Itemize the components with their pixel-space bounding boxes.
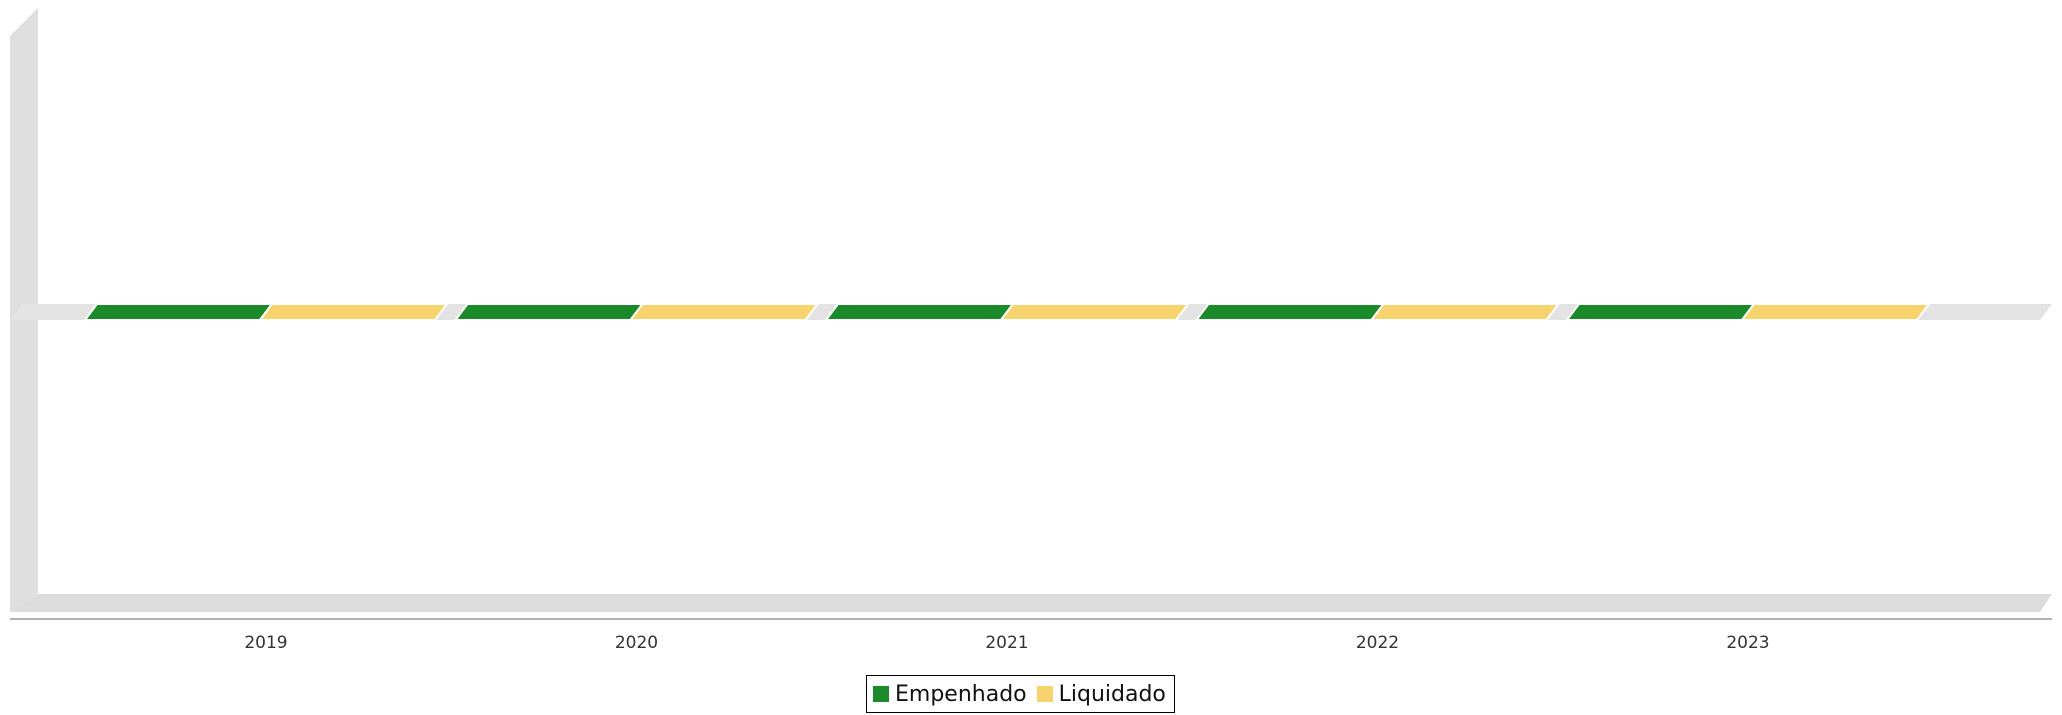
bar-liquidado-2019 <box>258 303 449 321</box>
bar-liquidado-2023 <box>1740 303 1931 321</box>
x-tick-label-2019: 2019 <box>244 633 287 653</box>
legend-item-liquidado: Liquidado <box>1036 681 1166 707</box>
x-tick-label-2021: 2021 <box>985 633 1028 653</box>
x-tick-label-2023: 2023 <box>1726 633 1769 653</box>
x-tick-label-2020: 2020 <box>615 633 658 653</box>
bar-empenhado-2021 <box>824 303 1015 321</box>
bar-liquidado-2021 <box>999 303 1190 321</box>
bar-empenhado-2023 <box>1565 303 1756 321</box>
bar-empenhado-2020 <box>453 303 645 321</box>
chart-floor <box>10 594 2052 612</box>
legend-swatch-empenhado <box>873 686 889 702</box>
legend-swatch-liquidado <box>1036 686 1053 702</box>
legend-label-liquidado: Liquidado <box>1058 681 1166 707</box>
legend-label-empenhado: Empenhado <box>895 681 1027 707</box>
bar-liquidado-2022 <box>1369 303 1561 321</box>
legend-item-empenhado: Empenhado <box>873 682 1027 707</box>
bar-empenhado-2022 <box>1194 303 1386 321</box>
x-tick-label-2022: 2022 <box>1356 633 1399 653</box>
chart-legend: Empenhado Liquidado <box>866 675 1175 713</box>
bar-empenhado-2019 <box>83 303 274 321</box>
bar-liquidado-2020 <box>628 303 820 321</box>
